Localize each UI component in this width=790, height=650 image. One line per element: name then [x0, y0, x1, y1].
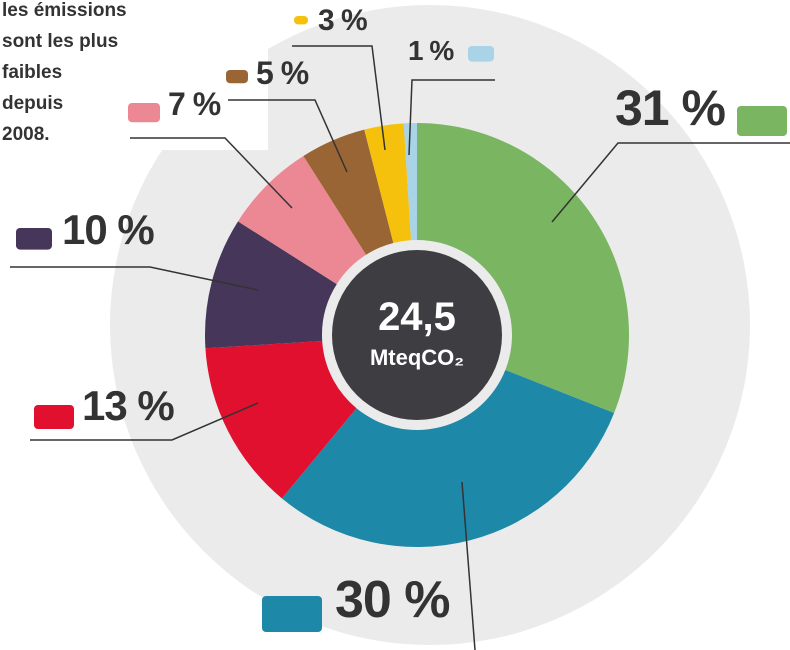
note-line: les émissions — [2, 0, 127, 21]
center-value: 24,5 — [378, 295, 456, 339]
value-label: 1 % — [408, 35, 454, 66]
donut-slice — [205, 340, 357, 499]
leader-line — [408, 79, 495, 156]
center-disc — [332, 250, 502, 420]
category-icon — [468, 46, 494, 62]
center-unit: MteqCO₂ — [370, 345, 464, 370]
leader-line — [551, 142, 790, 223]
leader-line — [461, 481, 476, 650]
category-icon — [34, 405, 74, 429]
donut-slice — [281, 369, 615, 547]
leader-line — [30, 402, 259, 441]
note-line: sont les plus — [2, 31, 118, 52]
category-icon — [16, 228, 52, 250]
category-icon — [262, 596, 322, 632]
leader-line — [228, 99, 348, 173]
note-line: 2008. — [2, 124, 50, 145]
leader-line — [10, 266, 259, 291]
leader-line — [292, 45, 386, 151]
donut-slice — [303, 129, 394, 255]
donut-slice — [403, 123, 417, 241]
donut-slice — [364, 123, 412, 243]
note-line: depuis — [2, 93, 63, 114]
donut-slice — [205, 221, 337, 349]
value-label: 7 % — [168, 86, 221, 122]
category-icon — [294, 16, 308, 25]
value-label: 31 % — [615, 80, 726, 136]
value-label: 3 % — [318, 4, 367, 37]
value-label: 10 % — [62, 206, 154, 253]
category-icon — [737, 106, 787, 136]
value-label: 5 % — [256, 55, 309, 91]
note-line: faibles — [2, 62, 62, 83]
leader-line — [130, 137, 293, 209]
value-label: 13 % — [82, 382, 174, 429]
note-panel — [0, 0, 268, 150]
donut-slice — [417, 123, 629, 414]
category-icon — [128, 103, 160, 123]
value-label: 30 % — [335, 571, 450, 629]
category-icon — [226, 70, 248, 84]
donut-slice — [238, 156, 367, 285]
